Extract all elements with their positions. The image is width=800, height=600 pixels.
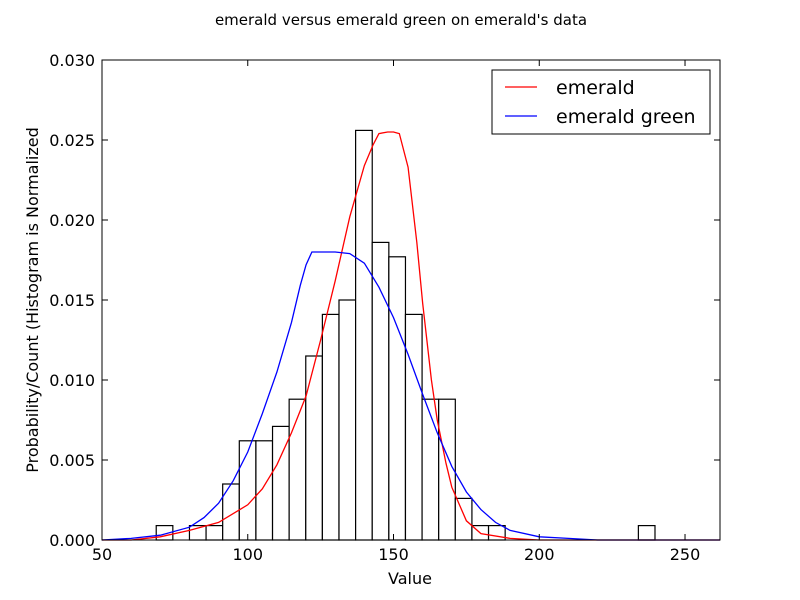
y-tick-label: 0.005 — [49, 451, 95, 470]
histogram-bar — [338, 299, 357, 541]
y-tick-label: 0.020 — [49, 211, 95, 230]
plot-area: 50 100 150 200 250 0.000 0.005 0.010 0.015 0.020… — [49, 51, 721, 564]
histogram-bar — [238, 440, 257, 541]
x-tick-label: 250 — [670, 545, 701, 564]
histogram-bar — [205, 524, 224, 541]
legend: emerald emerald green — [491, 69, 711, 135]
y-tick-label: 0.015 — [49, 291, 95, 310]
y-tick-label: 0.000 — [49, 531, 95, 550]
histogram-bar — [288, 398, 307, 541]
histogram-bar — [487, 524, 506, 541]
x-axis-label: Value — [388, 569, 432, 588]
x-tick-label: 200 — [524, 545, 555, 564]
y-axis-label: Probability/Count (Histogram is Normaliz… — [23, 127, 42, 473]
histogram-bar — [388, 256, 407, 541]
x-axis-ticks: 50 100 150 200 250 — [92, 60, 700, 564]
y-axis-ticks: 0.000 0.005 0.010 0.015 0.020 0.025 0.030 — [49, 51, 720, 550]
histogram-bar — [404, 313, 423, 541]
y-tick-label: 0.010 — [49, 371, 95, 390]
x-tick-label: 150 — [378, 545, 409, 564]
histogram-bar — [305, 355, 323, 541]
y-tick-label: 0.025 — [49, 131, 95, 150]
chart-title: emerald versus emerald green on emerald'… — [215, 11, 587, 29]
legend-box — [491, 69, 711, 135]
histogram-bar — [321, 313, 340, 541]
histogram-bar — [454, 497, 473, 541]
histogram-bar — [255, 440, 274, 541]
histogram-bar — [371, 241, 390, 541]
series-line-emerald-green — [101, 251, 720, 541]
histogram-bar — [421, 398, 440, 541]
x-tick-label: 50 — [92, 545, 112, 564]
histogram-bar — [355, 129, 373, 541]
legend-emerald-green-label: emerald green — [556, 106, 696, 128]
histogram-bar — [637, 524, 656, 541]
histogram-bars — [155, 129, 656, 541]
legend-emerald-label: emerald — [556, 77, 635, 99]
y-tick-label: 0.030 — [49, 51, 95, 70]
x-tick-label: 100 — [232, 545, 263, 564]
